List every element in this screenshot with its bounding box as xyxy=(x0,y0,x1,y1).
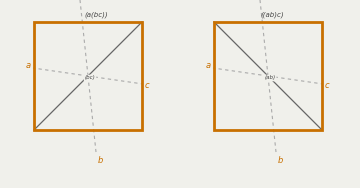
Text: b: b xyxy=(277,156,283,165)
Bar xyxy=(34,22,142,130)
Text: ((ab)c): ((ab)c) xyxy=(260,11,284,18)
Text: c: c xyxy=(145,82,150,90)
Text: (ab): (ab) xyxy=(265,76,275,80)
Bar xyxy=(214,22,322,130)
Text: a: a xyxy=(206,61,211,70)
Text: a: a xyxy=(26,61,31,70)
Text: c: c xyxy=(325,82,330,90)
Text: (a(bc)): (a(bc)) xyxy=(84,11,108,18)
Text: (bc): (bc) xyxy=(85,76,95,80)
Text: b: b xyxy=(97,156,103,165)
